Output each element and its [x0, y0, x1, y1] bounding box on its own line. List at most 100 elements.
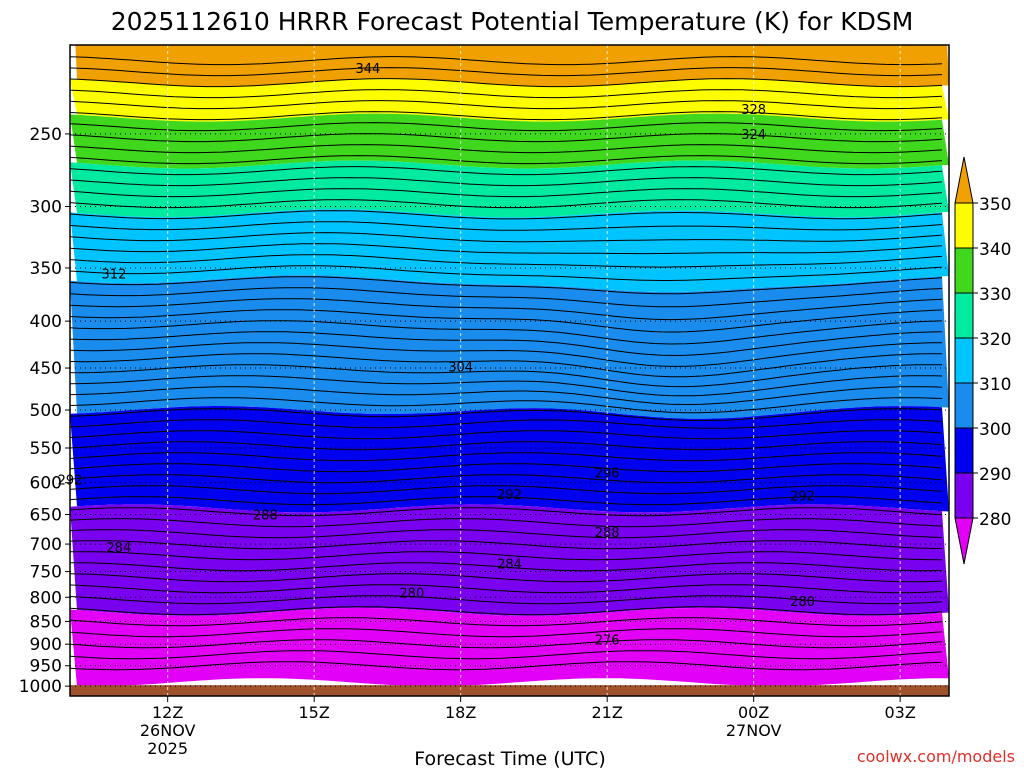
y-tick-label: 250 — [30, 125, 62, 145]
y-tick-label: 400 — [30, 312, 62, 332]
colorbar-swatch — [954, 337, 974, 384]
contour-line — [70, 254, 943, 268]
contour-line — [70, 540, 943, 550]
contour-line — [70, 265, 943, 281]
ground-fill — [70, 685, 949, 696]
y-tick-label: 450 — [30, 359, 62, 379]
contour-label: 292 — [790, 490, 815, 505]
contour-line — [70, 386, 943, 405]
contour-line — [70, 166, 943, 176]
contour-label-text: 328 — [741, 103, 766, 118]
contour-label: 292 — [58, 473, 83, 488]
contour-line — [70, 111, 943, 121]
colorbar-label: 280 — [979, 510, 1011, 530]
contour-line — [70, 56, 943, 66]
x-tick-date: 27NOV — [726, 721, 782, 740]
contour-label-text: 292 — [58, 473, 83, 488]
contour-label: 344 — [355, 62, 380, 77]
colorbar-label: 310 — [979, 375, 1011, 395]
contour-line — [70, 320, 943, 345]
contour-labels: 344 328 324 312 304 296 292 292 292 288 288 284 284 2… — [58, 62, 815, 649]
y-axis: 250 300 350 400 450 500 550 600 650 700 750 800 850 9… — [19, 125, 70, 697]
colorbar-label: 290 — [979, 465, 1011, 485]
colorbar-label: 340 — [979, 240, 1011, 260]
grid-lines — [70, 45, 949, 696]
chart-title: 2025112610 HRRR Forecast Potential Tempe… — [111, 7, 914, 36]
contour-line — [70, 529, 943, 539]
x-tick-label: 21Z — [592, 703, 623, 722]
contour-label-text: 304 — [448, 360, 473, 375]
y-tick-label: 350 — [30, 259, 62, 279]
y-tick-label: 850 — [30, 612, 62, 632]
contour-label: 288 — [595, 526, 620, 541]
band-350+ — [75, 45, 949, 87]
contour-line — [70, 617, 943, 627]
contour-label: 280 — [399, 586, 424, 601]
contour-line — [70, 595, 943, 605]
contour-line — [70, 89, 943, 99]
x-axis-title: Forecast Time (UTC) — [414, 748, 605, 768]
credit-link[interactable]: coolwx.com/models — [857, 747, 1015, 766]
contour-line — [70, 177, 943, 187]
contour-line — [70, 155, 943, 165]
contour-label-text: 292 — [790, 490, 815, 505]
contour-label: 284 — [497, 558, 522, 573]
contour-line — [70, 419, 943, 429]
contour-line — [70, 188, 943, 198]
x-tick-label: 12Z — [152, 703, 183, 722]
contour-label: 304 — [448, 360, 473, 375]
colorbar: 350 340 330 320 310 300 290 280 — [954, 156, 1011, 565]
contour-label-text: 284 — [497, 558, 522, 573]
contour-label-text: 280 — [399, 586, 424, 601]
y-tick-label: 500 — [30, 401, 62, 421]
contour-line — [70, 298, 943, 321]
band-290-300 — [70, 406, 949, 513]
colorbar-over-arrow — [954, 156, 974, 204]
contour-line — [70, 551, 942, 561]
contour-line — [70, 485, 943, 495]
contour-label-text: 276 — [595, 634, 620, 649]
contour-line — [70, 441, 943, 451]
contour-label: 328 — [741, 103, 766, 118]
contour-line — [70, 232, 943, 243]
contour-line — [70, 144, 943, 154]
contour-lines — [70, 56, 943, 671]
y-tick-label: 1000 — [19, 677, 62, 697]
colorbar-swatch — [954, 202, 974, 249]
y-tick-label: 750 — [30, 563, 62, 583]
contour-line — [70, 243, 943, 255]
colorbar-label: 350 — [979, 195, 1011, 215]
colorbar-label: 330 — [979, 285, 1011, 305]
x-tick-label: 15Z — [299, 703, 330, 722]
y-tick-label: 900 — [30, 635, 62, 655]
contour-label: 284 — [106, 541, 131, 556]
band-310-320 — [70, 209, 949, 292]
contour-label-text: 292 — [497, 488, 522, 503]
contour-line — [70, 430, 943, 440]
contour-line — [70, 67, 943, 77]
contour-line — [70, 573, 943, 583]
contour-label: 276 — [595, 634, 620, 649]
contour-line — [70, 562, 943, 572]
contour-line — [70, 639, 943, 649]
contour-label-text: 288 — [595, 526, 620, 541]
contour-line — [70, 650, 943, 660]
contour-line — [70, 331, 943, 357]
y-tick-label: 300 — [30, 198, 62, 218]
contour-label: 324 — [741, 128, 766, 143]
contour-label: 312 — [102, 268, 127, 283]
y-tick-label: 950 — [30, 657, 62, 677]
x-tick-label: 00Z — [738, 703, 769, 722]
contour-line — [70, 661, 943, 671]
colorbar-swatch — [954, 247, 974, 294]
contour-label-text: 296 — [595, 467, 620, 482]
x-tick-label: 18Z — [445, 703, 476, 722]
contour-line — [70, 507, 943, 517]
y-tick-label: 550 — [30, 439, 62, 459]
contour-line — [70, 122, 943, 132]
contour-line — [70, 397, 943, 414]
contour-line — [70, 276, 943, 295]
contour-line — [70, 474, 943, 484]
contour-label-text: 288 — [253, 509, 278, 524]
